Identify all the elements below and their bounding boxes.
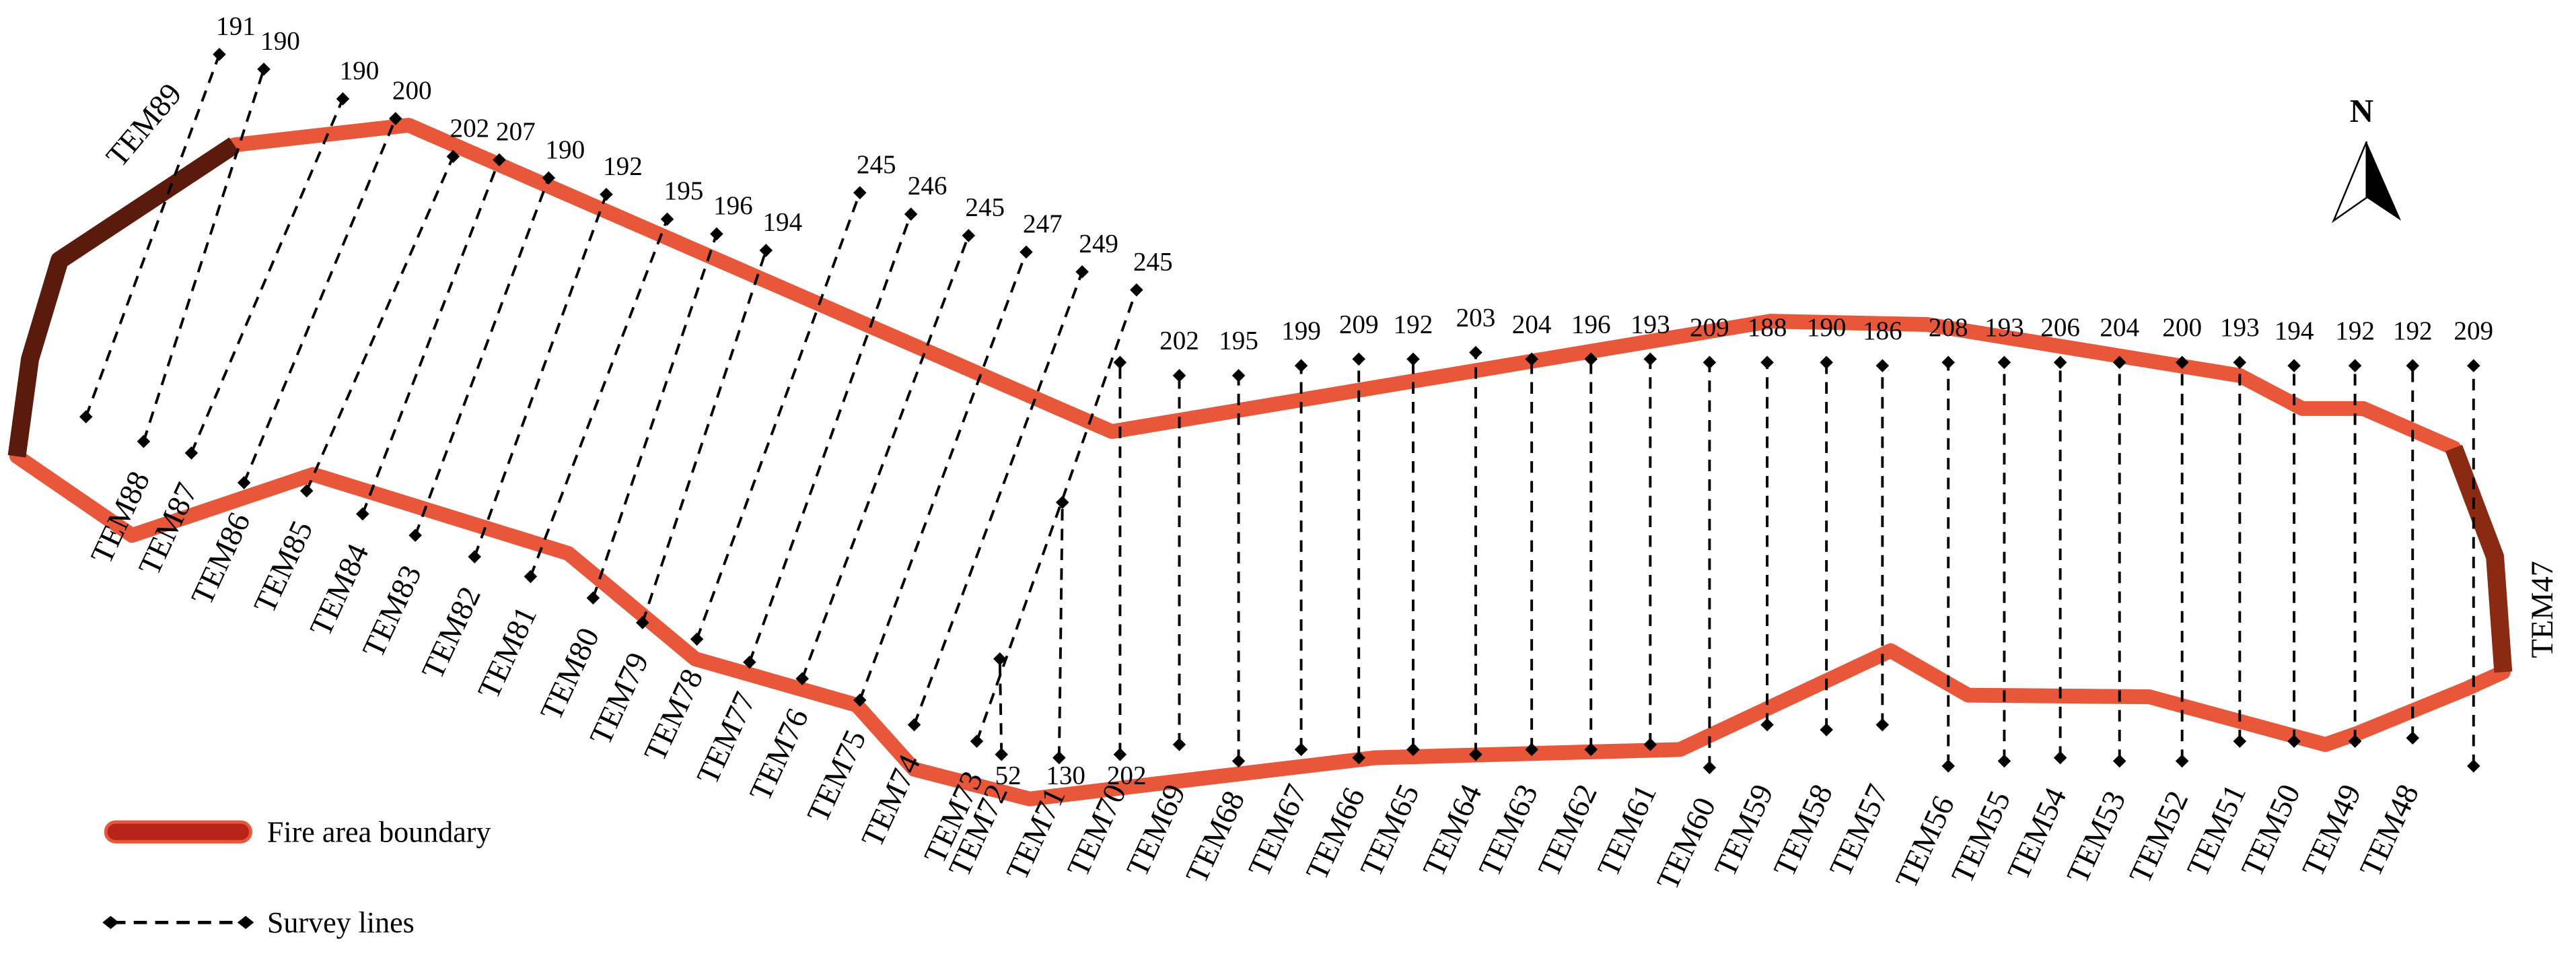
survey-end xyxy=(524,212,674,584)
line-length: 209 xyxy=(1339,310,1379,339)
line-name: TEM47 xyxy=(2526,561,2560,658)
line-length: 200 xyxy=(2162,313,2202,342)
line-length: 209 xyxy=(2454,316,2493,345)
survey-line xyxy=(858,251,1028,701)
line-length: 203 xyxy=(1456,303,1496,332)
line-length: 188 xyxy=(1748,313,1787,342)
line-length: 186 xyxy=(1863,316,1902,345)
line-length: 196 xyxy=(1571,310,1611,339)
line-length: 190 xyxy=(260,26,300,55)
line-length: 193 xyxy=(1631,310,1670,339)
line-length: 202 xyxy=(450,114,490,143)
survey-line xyxy=(998,658,1003,755)
line-length: 204 xyxy=(2100,313,2139,342)
survey-line xyxy=(695,192,861,640)
line-length: 206 xyxy=(2040,313,2080,342)
line-length: 192 xyxy=(1394,310,1433,339)
line-length: 202 xyxy=(1107,761,1147,790)
line-length: 202 xyxy=(1159,327,1199,355)
survey-line xyxy=(305,156,455,491)
line-length: 247 xyxy=(1023,209,1063,238)
north-label: N xyxy=(2350,92,2373,129)
north-arrow: N xyxy=(2332,92,2402,224)
line-name: TEM52 xyxy=(2123,786,2195,889)
line-length: 245 xyxy=(857,150,896,179)
line-length: 199 xyxy=(1281,316,1321,345)
line-length: 192 xyxy=(2393,316,2433,345)
line-length: 204 xyxy=(1512,310,1552,339)
survey-line xyxy=(1057,502,1064,758)
line-name: TEM68 xyxy=(1180,786,1252,889)
line-length: 192 xyxy=(2335,316,2375,345)
legend-survey: Survey lines xyxy=(267,906,415,939)
survey-end xyxy=(586,227,723,605)
line-length: 192 xyxy=(603,151,643,180)
survey-line xyxy=(473,194,608,557)
line-name: TEM75 xyxy=(801,725,873,828)
survey-line xyxy=(529,218,669,578)
survey-line xyxy=(84,54,221,417)
survey-line xyxy=(414,177,550,536)
line-name: TEM74 xyxy=(855,750,927,853)
survey-line xyxy=(242,118,397,483)
survey-line xyxy=(975,289,1138,742)
legend: Fire area boundary Survey lines xyxy=(102,815,491,939)
line-name: TEM83 xyxy=(357,560,429,663)
survey-end xyxy=(408,171,556,543)
line-name: TEM84 xyxy=(303,539,375,642)
line-length: 193 xyxy=(1984,313,2024,342)
line-length: 200 xyxy=(392,76,432,105)
line-length: 191 xyxy=(216,11,256,40)
survey-end xyxy=(1294,359,1308,757)
survey-line xyxy=(142,69,265,442)
survey-end xyxy=(356,153,506,521)
fire-boundary xyxy=(7,117,2513,806)
survey-line xyxy=(641,250,768,623)
line-name: TEM60 xyxy=(1651,792,1723,895)
line-length: 209 xyxy=(1690,313,1729,342)
line-length: 194 xyxy=(2275,316,2314,345)
survey-end xyxy=(468,187,613,563)
line-name: TEM85 xyxy=(248,516,320,619)
line-name: TEM56 xyxy=(1890,791,1962,894)
line-length: 249 xyxy=(1079,229,1118,258)
line-length: 208 xyxy=(1929,313,1968,342)
line-length: 52 xyxy=(995,761,1021,790)
survey-end xyxy=(237,112,402,489)
line-length: 196 xyxy=(713,191,753,220)
survey-line xyxy=(748,213,913,663)
survey-end xyxy=(1643,352,1657,751)
line-length: 245 xyxy=(965,193,1005,222)
legend-boundary: Fire area boundary xyxy=(267,815,491,848)
survey-end xyxy=(636,244,773,629)
line-length: 195 xyxy=(1219,327,1258,355)
survey-end xyxy=(1231,369,1246,768)
line-length: 194 xyxy=(762,208,802,237)
line-length: 207 xyxy=(496,117,536,146)
line-length: 193 xyxy=(2220,313,2260,342)
line-name: TEM78 xyxy=(638,664,710,767)
line-name: TEM86 xyxy=(185,508,257,611)
line-length: 190 xyxy=(340,56,380,85)
line-length: 190 xyxy=(545,135,585,164)
line-length: 195 xyxy=(664,176,704,205)
line-length: 190 xyxy=(1807,313,1847,342)
line-name: TEM89 xyxy=(100,77,189,174)
line-name: TEM82 xyxy=(416,582,488,685)
line-length: 246 xyxy=(908,172,947,201)
survey-line xyxy=(913,271,1083,726)
line-name: TEM81 xyxy=(472,601,544,704)
line-length: 245 xyxy=(1133,247,1173,276)
survey-line xyxy=(361,159,501,515)
survey-line xyxy=(592,233,718,598)
line-length: 130 xyxy=(1046,761,1085,790)
survey-line xyxy=(190,98,345,454)
